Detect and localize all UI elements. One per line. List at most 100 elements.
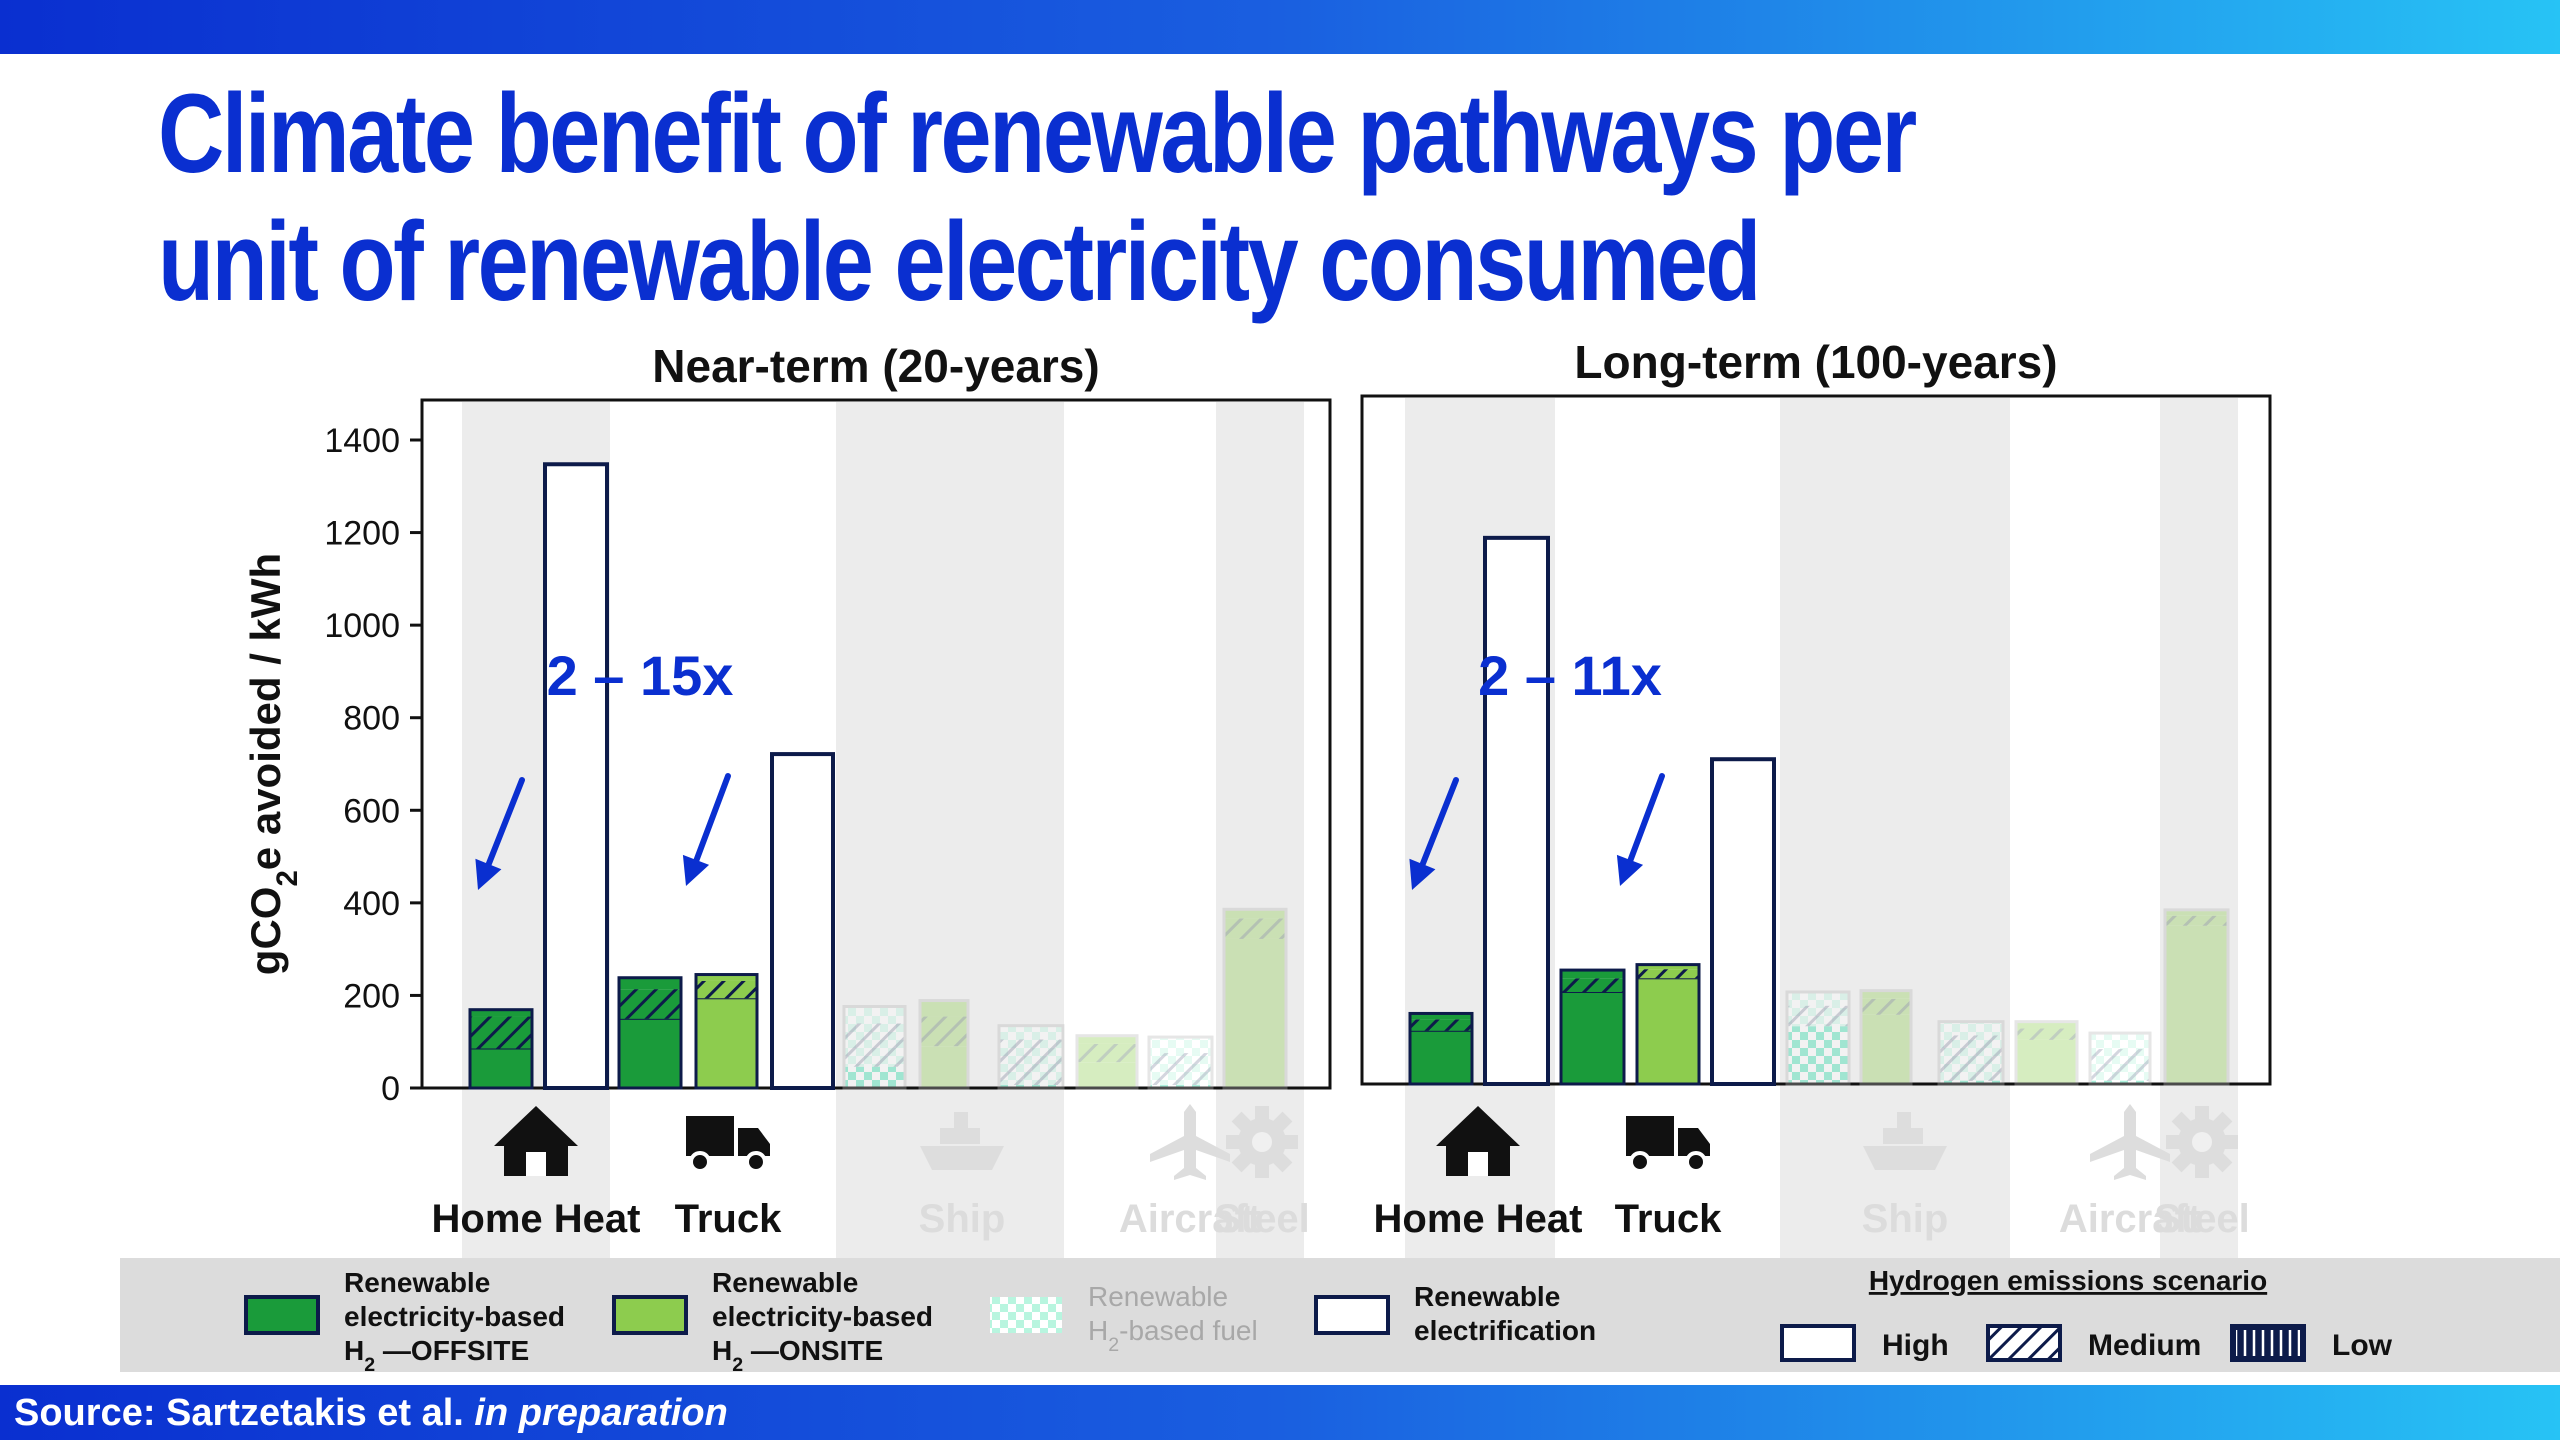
bar-segment-high (999, 1025, 1063, 1040)
bar-segment-low (2016, 1039, 2077, 1084)
chart-panel-near-term: Near-term (20-years) 2 – 15x Home Heat Truc… (420, 340, 1332, 1260)
scenario-label: Medium (2088, 1329, 2201, 1362)
bar-ship-h2fuel (997, 1024, 1065, 1090)
gear-icon (1226, 1106, 1298, 1178)
legend-swatch (612, 1295, 688, 1335)
bar-outline (1937, 1020, 2005, 1086)
bar-steel-onsite (2163, 908, 2230, 1086)
bar-truck-offsite (617, 976, 683, 1090)
bar-segment-medium-hatch (1077, 1043, 1137, 1063)
legend-label-line: Renewable (1414, 1281, 1560, 1312)
scenario-item-medium: Medium (1986, 1324, 2201, 1362)
legend-label-line: electricity-based (344, 1301, 565, 1332)
bar-segment-medium-hatch (470, 1016, 532, 1049)
bar-aircraft-h2fuel (2088, 1031, 2152, 1086)
y-tick-label: 1200 (324, 515, 400, 553)
truck-icon (686, 1116, 770, 1173)
scenario-swatch-bg (1780, 1324, 1856, 1362)
y-tick-label: 600 (343, 792, 400, 830)
category-label: Home Heat (1374, 1197, 1583, 1241)
category-label: Truck (675, 1197, 782, 1241)
bar-segment-high (920, 1000, 968, 1017)
bar-outline (1559, 968, 1626, 1086)
bar-outline (1147, 1035, 1214, 1090)
category-label: Aircraft (1119, 1197, 1261, 1241)
bar-segment-low (1149, 1085, 1212, 1088)
bar-outline (1785, 990, 1851, 1086)
annotation-arrow (689, 773, 731, 875)
category-shade (1780, 398, 2010, 1260)
bar-truck-electrification (770, 752, 835, 1090)
bar-segment-electrification (1710, 757, 1776, 1086)
bar-ship-onsite (1859, 989, 1913, 1086)
bar-segment-medium-hatch (1410, 1019, 1472, 1031)
ship-icon (920, 1112, 1004, 1170)
bar-segment-medium-hatch (1637, 969, 1699, 979)
airplane-icon (1150, 1104, 1230, 1180)
bar-outline (2088, 1031, 2152, 1086)
bar-segment-low (469, 1047, 533, 1090)
bar-segment-medium-hatch (1224, 918, 1286, 939)
y-tick-label: 0 (381, 1070, 400, 1108)
annotation-arrowhead (1616, 854, 1644, 886)
category-label: Aircraft (2059, 1197, 2201, 1241)
y-tick-label: 400 (343, 885, 400, 923)
bar-segment-high (2090, 1033, 2150, 1050)
y-axis-label: gCO2e avoided / kWh (242, 553, 304, 975)
bar-ship-h2fuel (1937, 1020, 2005, 1086)
bar-segment-electrification (770, 752, 835, 1090)
chart-panel-long-term: Long-term (100-years) 2 – 11x Home Heat Tru… (1360, 336, 2272, 1260)
bar-home-heat-offsite (1408, 1011, 1474, 1086)
legend-label-line: H2 —OFFSITE (344, 1335, 529, 1376)
house-icon (494, 1106, 578, 1176)
annotation-arrow (481, 777, 525, 879)
bar-segment-low (2165, 925, 2228, 1084)
y-tick-label: 1000 (324, 607, 400, 645)
bottom-banner (0, 1385, 2560, 1440)
bar-truck-onsite (1635, 963, 1701, 1086)
bar-aircraft-onsite (2014, 1020, 2079, 1086)
bar-aircraft-onsite (1075, 1034, 1139, 1090)
bar-outline (2014, 1020, 2079, 1086)
legend-label-line: Renewable (344, 1267, 490, 1298)
bar-segment-medium-hatch (1787, 1005, 1849, 1027)
bar-segment-low (1560, 990, 1625, 1085)
scenario-label: Low (2332, 1329, 2393, 1362)
bar-segment-medium-hatch (2090, 1049, 2150, 1081)
legend-swatch (244, 1295, 320, 1335)
house-icon (1436, 1106, 1520, 1176)
multiplier-annotation: 2 – 15x (547, 644, 734, 707)
bar-outline (1635, 963, 1701, 1086)
bar-ship-h2fuel (842, 1004, 907, 1090)
bar-outline (694, 973, 759, 1090)
y-tick-label: 1400 (324, 422, 400, 460)
source-citation: Source: Sartzetakis et al. in preparatio… (14, 1392, 728, 1435)
bar-steel-onsite (1222, 907, 1288, 1090)
bar-segment-low (999, 1085, 1063, 1088)
legend-label-line: electrification (1414, 1315, 1596, 1346)
bar-outline (997, 1024, 1065, 1090)
bar-segment-high (619, 977, 681, 990)
panel-title: Long-term (100-years) (1574, 336, 2057, 388)
category-label: Home Heat (432, 1197, 641, 1241)
bar-segment-low (1787, 1026, 1849, 1084)
panel-title: Near-term (20-years) (652, 340, 1099, 392)
bar-segment-low (1939, 1081, 2003, 1084)
bar-segment-medium-hatch (2016, 1028, 2077, 1040)
bar-segment-high (844, 1006, 905, 1024)
bar-segment-high (470, 1009, 532, 1017)
category-label: Steel (2154, 1197, 2250, 1241)
ship-icon (1863, 1112, 1947, 1170)
bar-segment-high (1077, 1035, 1137, 1044)
gear-icon (2166, 1106, 2238, 1178)
legend-label-line: electricity-based (712, 1301, 933, 1332)
scenario-swatch-border (1986, 1324, 2062, 1362)
bar-aircraft-h2fuel (1147, 1035, 1214, 1090)
annotation-arrowhead (475, 858, 502, 890)
bar-outline (617, 976, 683, 1090)
bar-segment-low (695, 997, 758, 1089)
annotation-arrow (1623, 773, 1665, 875)
scenario-legend-title: Hydrogen emissions scenario (1869, 1265, 2267, 1296)
